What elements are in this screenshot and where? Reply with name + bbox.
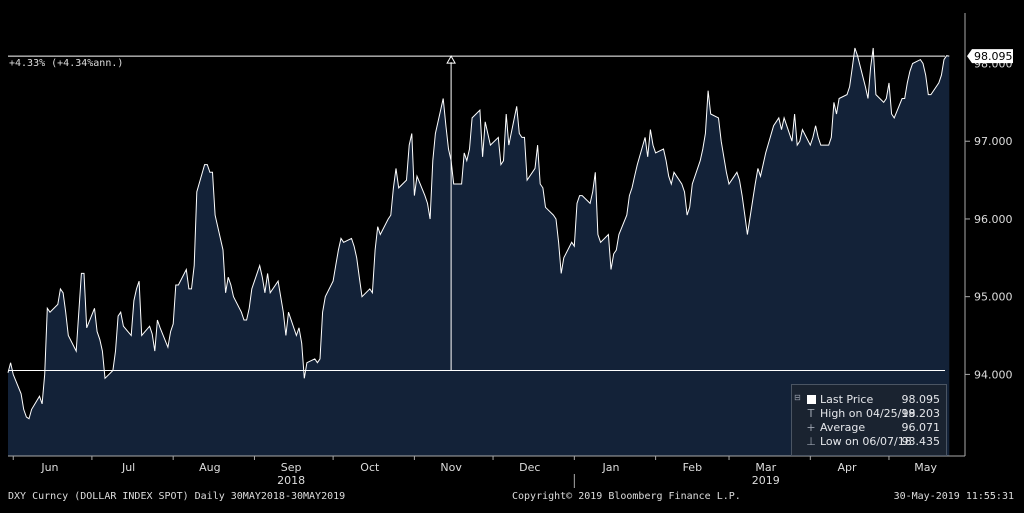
legend-label: Average [820, 421, 866, 434]
x-tick-label: Feb [683, 461, 702, 474]
y-tick-label: 97.000 [974, 135, 1013, 148]
legend-value: 98.203 [901, 407, 941, 420]
price-area-fill [8, 48, 950, 456]
x-year-label: 2018 [277, 474, 305, 487]
last-price-marker [967, 49, 1013, 64]
legend-value: 96.071 [901, 421, 941, 434]
x-tick-label: Sep [281, 461, 302, 474]
x-tick-label: Jul [121, 461, 135, 474]
average-marker-icon: + [806, 421, 816, 434]
x-year-label: 2019 [752, 474, 780, 487]
legend-item-low: ⊥ Low on 06/07/18 93.435 [798, 435, 942, 449]
chart-legend: ⊟ Last Price 98.095 T High on 04/25/19 9… [791, 384, 947, 456]
legend-label: Last Price [820, 393, 874, 406]
y-tick-label: 96.000 [974, 213, 1013, 226]
high-marker-icon: T [807, 407, 815, 420]
collapse-icon[interactable]: ⊟ [794, 393, 801, 402]
x-tick-label: Apr [837, 461, 857, 474]
x-tick-label: Dec [519, 461, 540, 474]
legend-value: 98.095 [901, 393, 941, 406]
legend-swatch-square [807, 395, 816, 404]
legend-item-average: + Average 96.071 [798, 421, 942, 435]
y-tick-label: 94.000 [974, 368, 1013, 381]
x-tick-label: Nov [440, 461, 462, 474]
x-tick-label: May [914, 461, 937, 474]
legend-item-high: T High on 04/25/19 98.203 [798, 407, 942, 421]
legend-item-last-price: Last Price 98.095 [798, 393, 942, 407]
x-tick-label: Oct [360, 461, 380, 474]
security-description: DXY Curncy (DOLLAR INDEX SPOT) Daily 30M… [8, 491, 346, 502]
x-tick-label: Mar [755, 461, 776, 474]
x-tick-label: Jan [602, 461, 620, 474]
arrow-up-icon [446, 55, 456, 64]
legend-label: Low on 06/07/18 [820, 435, 912, 448]
low-marker-icon: ⊥ [806, 435, 816, 448]
copyright-text: Copyright© 2019 Bloomberg Finance L.P. [512, 491, 741, 502]
price-line [7, 47, 950, 420]
y-tick-label: 95.000 [974, 291, 1013, 304]
legend-value: 93.435 [901, 435, 941, 448]
timestamp: 30-May-2019 11:55:31 [893, 491, 1014, 502]
x-tick-label: Jun [40, 461, 58, 474]
last-price-label: 98.095 [974, 50, 1013, 63]
x-tick-label: Aug [199, 461, 220, 474]
change-annotation-label: +4.33% (+4.34%ann.) [9, 58, 123, 69]
legend-label: High on 04/25/19 [820, 407, 916, 420]
